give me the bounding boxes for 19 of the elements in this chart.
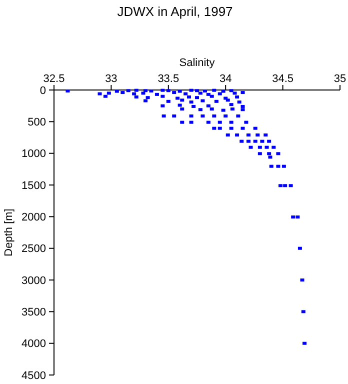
x-tick-label: 35 <box>334 73 346 85</box>
y-tick-label: 2000 <box>22 212 46 224</box>
x-tick-label: 33 <box>105 73 118 85</box>
y-tick-label: 1000 <box>22 148 46 160</box>
y-tick-label: 2500 <box>22 243 46 256</box>
y-tick-label: 4000 <box>22 338 46 350</box>
x-tick-label: 34.5 <box>272 73 294 85</box>
y-tick-label: 500 <box>28 116 46 129</box>
x-tick-label: 32.5 <box>43 73 65 85</box>
y-tick-label: 1500 <box>22 180 46 192</box>
y-tick-label: 3000 <box>22 274 46 287</box>
x-axis-title: Salinity <box>179 57 216 69</box>
y-tick-label: 3500 <box>22 306 46 319</box>
chart-title: JDWX in April, 1997 <box>117 4 233 19</box>
y-tick-label: 0 <box>40 84 46 97</box>
x-tick-label: 34 <box>219 73 232 85</box>
y-tick-label: 4500 <box>22 370 46 382</box>
x-tick-label: 33.5 <box>158 73 180 85</box>
y-axis-title: Depth [m] <box>3 208 15 256</box>
